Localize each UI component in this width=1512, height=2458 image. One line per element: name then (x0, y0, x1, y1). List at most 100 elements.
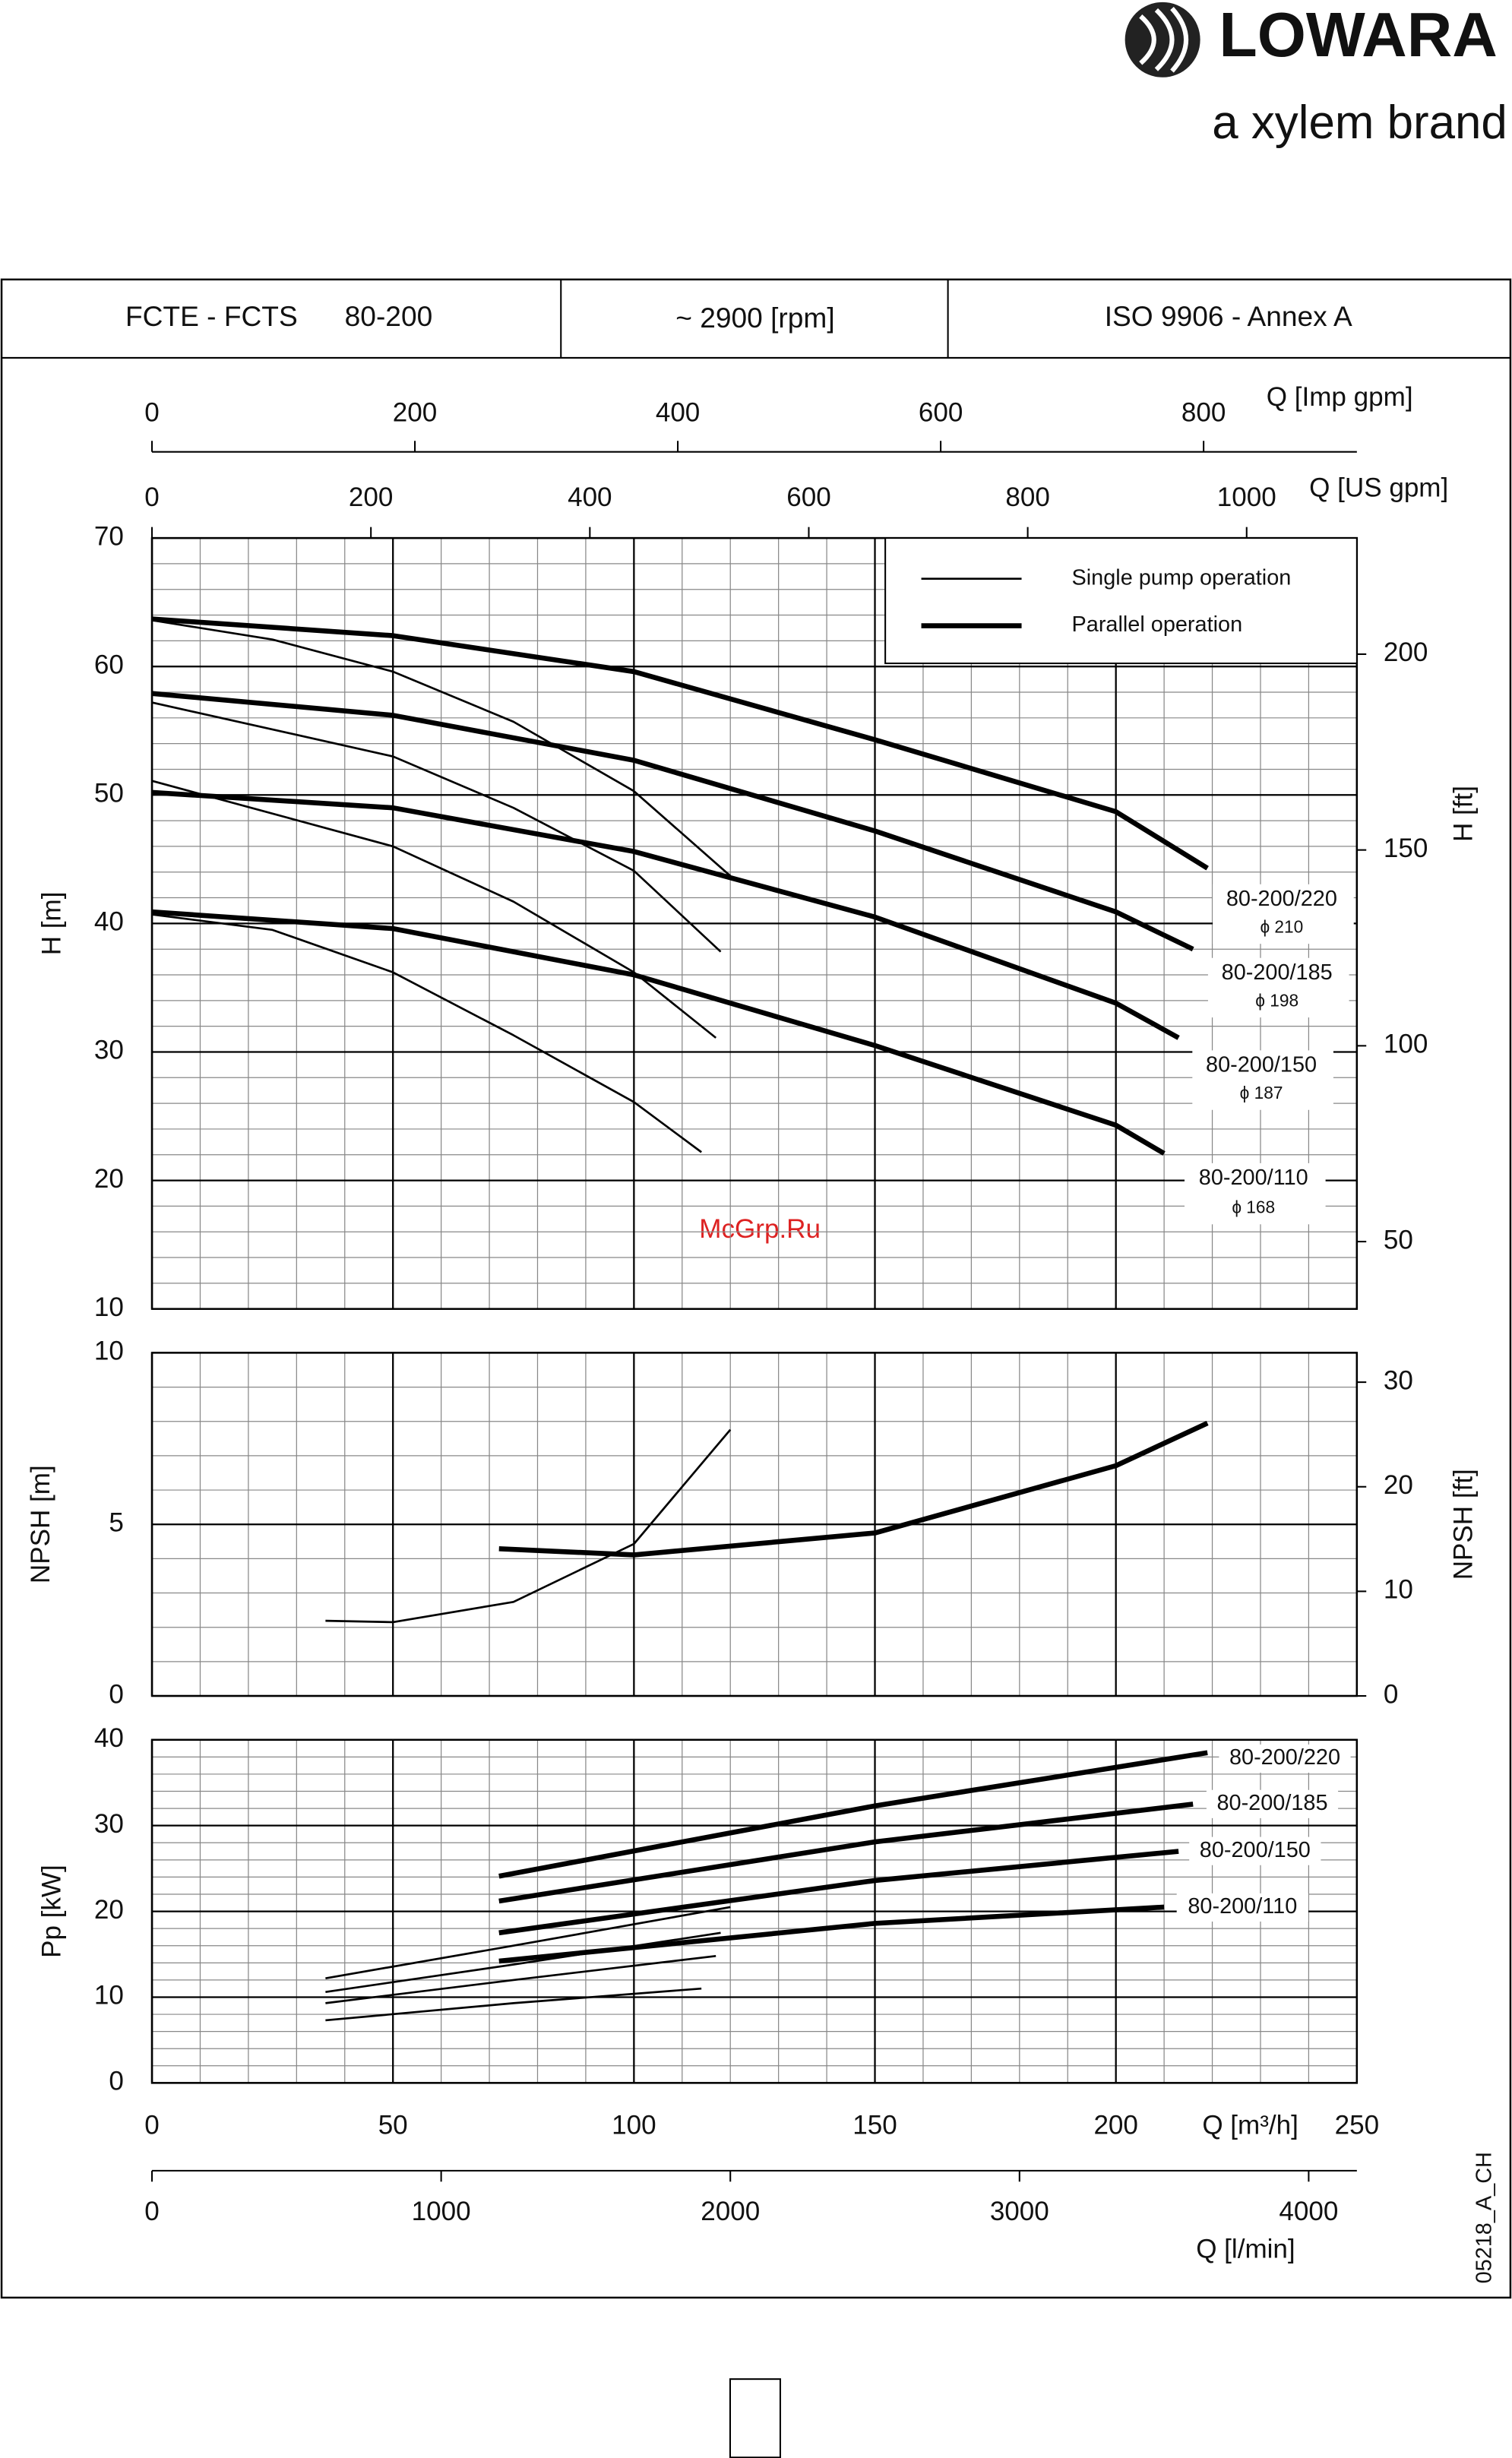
label-bg (1213, 884, 1354, 944)
bottom-axis-tick-label: 3000 (990, 2197, 1049, 2226)
single-curve (325, 1954, 716, 2004)
header-speed: ~ 2900 [rpm] (675, 302, 834, 334)
bottom-axis-label: Q [l/min] (1196, 2234, 1295, 2263)
x-tick-label: 0 (144, 2110, 160, 2140)
plot-frame (150, 536, 1359, 1310)
y-tick-label: 10 (94, 1337, 124, 1366)
curve-diameter: ϕ 168 (1232, 1197, 1275, 1217)
parallel-curve (498, 1802, 1194, 1904)
curve-diameter: ϕ 187 (1240, 1083, 1283, 1102)
y-tick-label: 70 (94, 521, 124, 551)
y-axis-label: Pp [kW] (36, 1865, 66, 1958)
top-axis-label: Q [US gpm] (1309, 473, 1448, 502)
curve-label: 80-200/185 (1216, 1791, 1327, 1815)
y-axis-label: H [m] (36, 892, 66, 956)
label-bg (1185, 1163, 1326, 1225)
y-tick-label: 40 (94, 907, 124, 937)
single-curve (151, 701, 722, 953)
header-standard: ISO 9906 - Annex A (1105, 300, 1352, 332)
top-axis-tick-label: 800 (1181, 397, 1226, 427)
curve-label: 80-200/110 (1199, 1166, 1308, 1190)
plot-frame (150, 1738, 1359, 2084)
top-axis-tick-label: 200 (393, 397, 437, 427)
curve-label: 80-200/150 (1206, 1053, 1317, 1077)
legend-label: Single pump operation (1072, 565, 1292, 590)
bottom-axis-tick-label: 1000 (412, 2197, 471, 2226)
parallel-curve (498, 1421, 1209, 1558)
parallel-curve (498, 1904, 1165, 1964)
y-tick-label: 30 (94, 1809, 124, 1839)
bottom-axis-tick-label: 4000 (1279, 2197, 1338, 2226)
header-size: 80-200 (345, 300, 433, 332)
single-curve (151, 913, 702, 1153)
logo-swirl (1139, 6, 1189, 73)
parallel-curve (498, 1750, 1208, 1879)
label-bg (1207, 957, 1349, 1018)
legend-box (884, 537, 1358, 665)
y2-tick-label: 50 (1384, 1225, 1413, 1254)
top-axis-tick-label: 400 (656, 397, 700, 427)
parallel-curve (151, 616, 1209, 871)
curve-label: 80-200/150 (1200, 1838, 1311, 1862)
curve-label: 80-200/185 (1222, 960, 1333, 985)
curve-diameter: ϕ 198 (1255, 990, 1298, 1010)
y-axis-label: NPSH [m] (26, 1465, 55, 1583)
top-axis-label: Q [Imp gpm] (1267, 382, 1413, 412)
single-curve (325, 1906, 731, 1979)
y-tick-label: 30 (94, 1036, 124, 1065)
top-axis-tick-label: 0 (144, 397, 160, 427)
x-tick-label: 250 (1335, 2110, 1379, 2140)
y-tick-label: 0 (109, 2067, 124, 2096)
top-axis-tick-label: 0 (144, 482, 160, 512)
curve-label: 80-200/220 (1229, 1745, 1340, 1770)
label-bg (1206, 1789, 1339, 1818)
x-axis-label: Q [m³/h] (1202, 2110, 1298, 2140)
top-axis-tick-label: 800 (1005, 482, 1049, 512)
frame (0, 278, 1512, 2299)
y2-tick-label: 200 (1384, 637, 1428, 667)
top-axis-tick-label: 400 (568, 482, 612, 512)
y-tick-label: 0 (109, 1679, 124, 1709)
single-curve (325, 1987, 702, 2022)
header-model: FCTE - FCTS (125, 300, 298, 332)
top-axis-tick-label: 200 (349, 482, 393, 512)
parallel-curve (151, 789, 1180, 1040)
x-tick-label: 200 (1093, 2110, 1137, 2140)
watermark: McGrp.Ru (699, 1214, 821, 1244)
y-tick-label: 5 (109, 1507, 124, 1537)
y-tick-label: 20 (94, 1895, 124, 1925)
y2-tick-label: 10 (1384, 1575, 1413, 1605)
y2-axis-label: H [ft] (1448, 786, 1478, 842)
label-bg (1219, 1744, 1351, 1773)
page-box (729, 2378, 781, 2458)
y2-tick-label: 100 (1384, 1030, 1428, 1059)
x-tick-label: 100 (612, 2110, 656, 2140)
parallel-curve (151, 691, 1194, 952)
curve-diameter: ϕ 210 (1260, 917, 1303, 937)
label-bg (1192, 1050, 1333, 1110)
single-curve (151, 780, 717, 1039)
y-tick-label: 40 (94, 1723, 124, 1753)
y-tick-label: 20 (94, 1164, 124, 1194)
y2-tick-label: 20 (1384, 1470, 1413, 1500)
legend-label: Parallel operation (1072, 612, 1243, 637)
y2-tick-label: 30 (1384, 1365, 1413, 1395)
y-tick-label: 50 (94, 779, 124, 808)
top-axis-tick-label: 600 (919, 397, 963, 427)
y2-axis-label: NPSH [ft] (1448, 1469, 1478, 1580)
single-curve (325, 1428, 732, 1624)
curve-label: 80-200/220 (1226, 887, 1337, 911)
y2-tick-label: 150 (1384, 834, 1428, 863)
label-bg (1189, 1836, 1321, 1865)
y2-tick-label: 0 (1384, 1679, 1399, 1709)
parallel-curve (151, 909, 1166, 1156)
bottom-axis-tick-label: 2000 (701, 2197, 760, 2226)
bottom-axis-tick-label: 0 (144, 2197, 160, 2226)
doc-code: 05218_A_CH (1472, 2152, 1497, 2283)
logo: LOWARA a xylem brand (1125, 0, 1507, 149)
brand-name: LOWARA (1219, 0, 1497, 70)
top-axis-tick-label: 600 (786, 482, 830, 512)
x-tick-label: 50 (378, 2110, 408, 2140)
